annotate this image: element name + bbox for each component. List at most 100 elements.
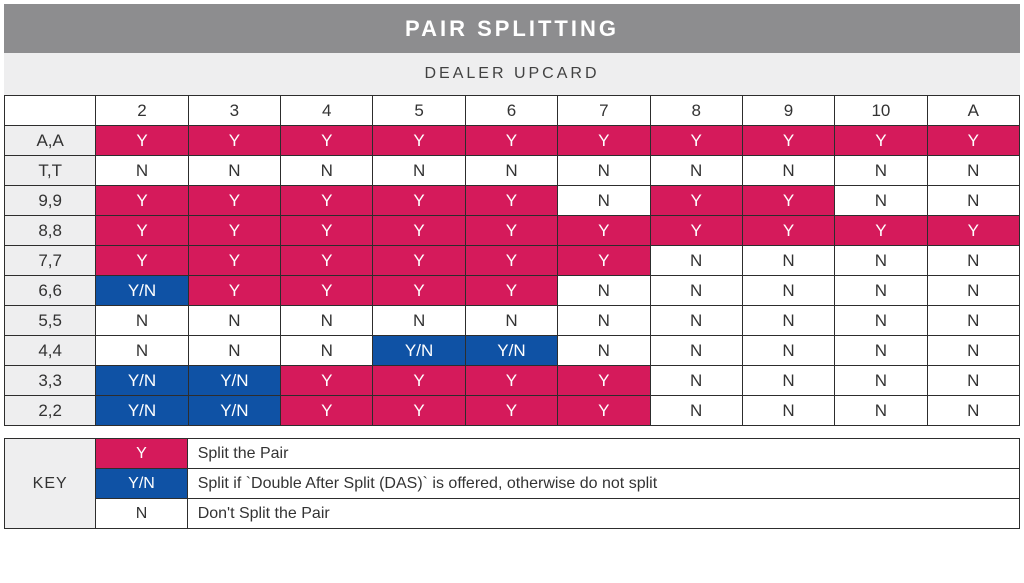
cell: Y [465,186,557,216]
cell: Y [558,246,650,276]
cell: Y [465,366,557,396]
cell: N [281,306,373,336]
cell: Y/N [188,366,280,396]
cell: N [650,276,742,306]
cell: N [835,156,927,186]
cell: Y [835,126,927,156]
cell: N [465,156,557,186]
cell: N [650,246,742,276]
key-description: Don't Split the Pair [187,499,1019,529]
cell: Y [281,246,373,276]
cell: Y [558,396,650,426]
cell: Y [650,186,742,216]
subtitle-bar: DEALER UPCARD [4,53,1020,95]
cell: N [558,156,650,186]
cell: Y/N [465,336,557,366]
cell: Y [558,366,650,396]
cell: Y [281,276,373,306]
table-row: 8,8YYYYYYYYYY [5,216,1020,246]
cell: Y [96,246,188,276]
cell: N [742,156,834,186]
key-swatch: Y/N [96,469,187,499]
key-table: KEYYSplit the PairY/NSplit if `Double Af… [4,438,1020,529]
cell: N [742,366,834,396]
cell: N [927,336,1019,366]
cell: Y [188,246,280,276]
key-row: NDon't Split the Pair [5,499,1020,529]
corner-blank [5,96,96,126]
cell: N [927,396,1019,426]
table-row: 7,7YYYYYYNNNN [5,246,1020,276]
col-header: 9 [742,96,834,126]
cell: N [927,186,1019,216]
cell: N [835,306,927,336]
cell: Y [742,186,834,216]
cell: Y [465,396,557,426]
key-label: KEY [5,439,96,529]
cell: Y/N [96,396,188,426]
cell: N [650,156,742,186]
table-row: 6,6Y/NYYYYNNNNN [5,276,1020,306]
cell: Y [742,216,834,246]
cell: N [927,366,1019,396]
cell: N [835,366,927,396]
cell: Y [96,216,188,246]
cell: N [650,336,742,366]
cell: N [373,156,465,186]
cell: Y [188,126,280,156]
col-header: 3 [188,96,280,126]
col-header: 6 [465,96,557,126]
row-header: 2,2 [5,396,96,426]
cell: N [927,306,1019,336]
cell: Y [96,126,188,156]
row-header: 9,9 [5,186,96,216]
cell: N [742,396,834,426]
cell: N [558,336,650,366]
cell: N [835,186,927,216]
cell: N [927,276,1019,306]
cell: Y [281,216,373,246]
row-header: 6,6 [5,276,96,306]
cell: N [650,396,742,426]
cell: N [96,156,188,186]
cell: Y [281,126,373,156]
table-row: T,TNNNNNNNNNN [5,156,1020,186]
title-bar: PAIR SPLITTING [4,4,1020,53]
table-row: 4,4NNNY/NY/NNNNNN [5,336,1020,366]
cell: Y [742,126,834,156]
key-swatch: N [96,499,187,529]
cell: N [281,336,373,366]
cell: Y [281,396,373,426]
cell: N [927,246,1019,276]
key-row: Y/NSplit if `Double After Split (DAS)` i… [5,469,1020,499]
cell: Y [558,216,650,246]
key-description: Split if `Double After Split (DAS)` is o… [187,469,1019,499]
cell: N [742,246,834,276]
table-row: 2,2Y/NY/NYYYYNNNN [5,396,1020,426]
cell: Y/N [96,276,188,306]
cell: N [188,336,280,366]
row-header: 5,5 [5,306,96,336]
cell: Y [373,246,465,276]
cell: Y [650,216,742,246]
pair-splitting-table: 2345678910A A,AYYYYYYYYYYT,TNNNNNNNNNN9,… [4,95,1020,426]
cell: Y [465,246,557,276]
cell: N [835,336,927,366]
cell: N [835,396,927,426]
cell: Y [927,216,1019,246]
cell: N [742,306,834,336]
table-row: A,AYYYYYYYYYY [5,126,1020,156]
cell: Y [927,126,1019,156]
cell: Y [373,396,465,426]
chart-wrapper: PAIR SPLITTING DEALER UPCARD 2345678910A… [0,0,1024,533]
cell: N [281,156,373,186]
cell: N [96,336,188,366]
table-row: 5,5NNNNNNNNNN [5,306,1020,336]
cell: Y [281,366,373,396]
cell: Y/N [373,336,465,366]
cell: Y [558,126,650,156]
cell: N [96,306,188,336]
cell: Y [465,216,557,246]
col-header: 7 [558,96,650,126]
cell: Y [373,216,465,246]
